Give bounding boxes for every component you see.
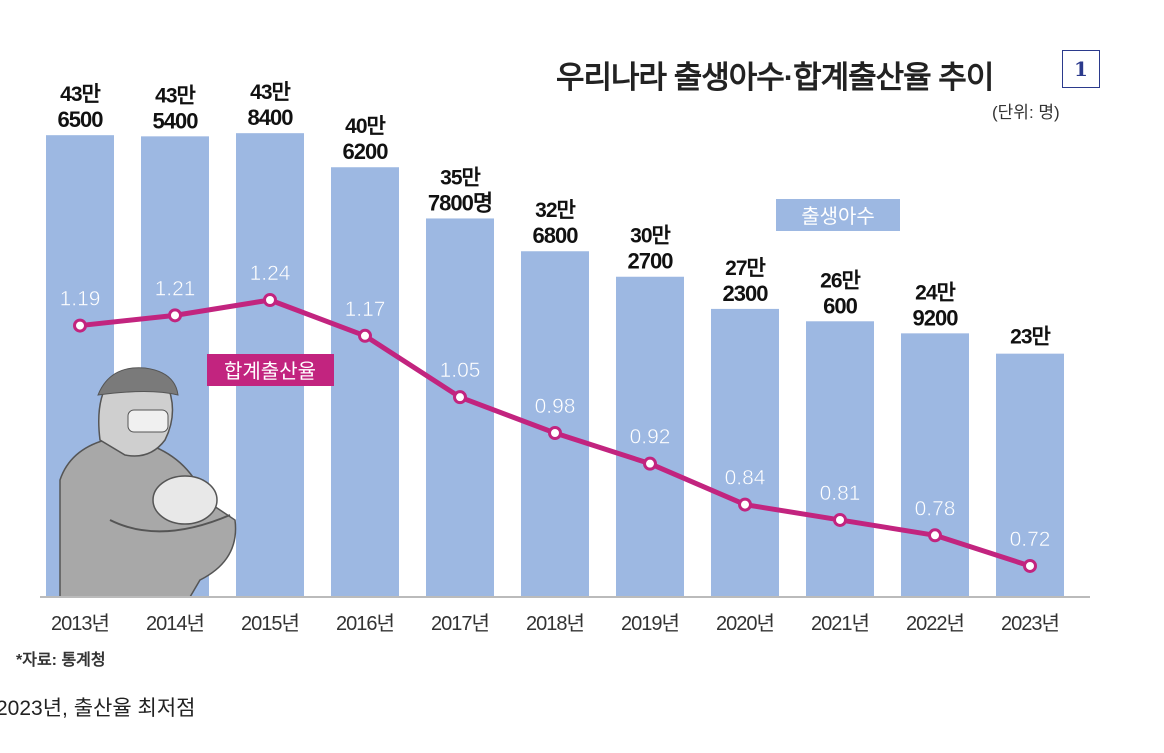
fertility-rate-point — [1023, 558, 1037, 573]
bar-value-label-bottom: 6500 — [58, 107, 104, 132]
annotation-badge[interactable]: 1 — [1062, 50, 1100, 88]
fertility-rate-point — [928, 528, 942, 543]
fertility-rate-label: 1.24 — [250, 262, 291, 285]
x-tick-label: 2022년 — [906, 612, 964, 635]
fertility-rate-label: 1.17 — [345, 298, 386, 321]
bar-value-label-bottom: 9200 — [913, 305, 959, 330]
bar-value-label-top: 40만 — [345, 115, 385, 138]
bar-2019년 — [616, 276, 684, 597]
fertility-rate-label: 0.78 — [915, 497, 956, 520]
bar-value-label-top: 32만 — [535, 199, 575, 222]
x-tick-label: 2023년 — [1001, 612, 1059, 635]
bar-value-label-bottom: 2300 — [723, 281, 769, 306]
legend-births-label: 출생아수 — [801, 205, 875, 228]
bar-2021년 — [806, 321, 874, 597]
chart-title: 우리나라 출생아수·합계출산율 추이 — [556, 60, 994, 95]
x-tick-label: 2015년 — [241, 612, 299, 635]
bar-value-label-top: 43만 — [250, 81, 290, 104]
x-tick-label: 2021년 — [811, 612, 869, 635]
legend-fertility-box — [207, 354, 334, 386]
fertility-rate-point — [73, 318, 87, 333]
bar-value-label-bottom: 2700 — [628, 249, 674, 274]
fertility-rate-label: 1.05 — [440, 359, 481, 382]
bar-2020년 — [711, 308, 779, 597]
fertility-rate-point — [168, 308, 182, 323]
x-tick-label: 2014년 — [146, 612, 204, 635]
caption: 2023년, 출산율 최저점 — [0, 697, 196, 720]
bar-value-label-top: 24만 — [915, 281, 955, 304]
bar-2022년 — [901, 333, 969, 597]
fertility-rate-point — [358, 328, 372, 343]
x-tick-label: 2018년 — [526, 612, 584, 635]
nurse-arm — [109, 514, 231, 533]
nurse-baby-illustration — [59, 367, 237, 598]
fertility-rate-point — [263, 293, 277, 307]
bar-value-label-bottom: 600 — [823, 293, 857, 318]
bar-value-label-top: 30만 — [630, 225, 670, 248]
fertility-rate-label: 0.84 — [725, 467, 766, 490]
x-tick-label: 2020년 — [716, 612, 774, 635]
bar-value-label-top: 43만 — [155, 84, 195, 107]
x-tick-label: 2019년 — [621, 612, 679, 635]
bar-value-label-top: 27만 — [725, 257, 765, 280]
fertility-rate-point — [643, 456, 657, 471]
fertility-rate-label: 1.21 — [155, 277, 196, 300]
baby — [152, 475, 218, 525]
bar-value-label-bottom: 5400 — [153, 108, 199, 133]
legend-births-box — [776, 199, 900, 231]
fertility-rate-point — [738, 497, 752, 512]
nurse-cap — [97, 367, 179, 396]
bar-value-label-bottom: 6200 — [343, 139, 389, 164]
fertility-rate-label: 0.81 — [820, 482, 861, 505]
fertility-rate-label: 0.72 — [1010, 528, 1051, 551]
x-tick-label: 2016년 — [336, 612, 394, 635]
bar-value-label-top: 35만 — [440, 166, 480, 189]
fertility-rate-point — [833, 512, 847, 527]
fertility-rate-label: 0.98 — [535, 395, 576, 418]
unit-label: (단위: 명) — [992, 103, 1060, 122]
fertility-rate-point — [453, 390, 467, 405]
bar-value-label-top: 26만 — [820, 269, 860, 292]
bar-value-label-bottom: 7800명 — [428, 190, 492, 215]
x-tick-label: 2013년 — [51, 612, 109, 635]
bar-value-label-bottom: 6800 — [533, 223, 579, 248]
fertility-rate-label: 0.92 — [630, 426, 671, 449]
x-tick-label: 2017년 — [431, 612, 489, 635]
nurse-body — [59, 439, 237, 598]
bar-value-label-bottom: 8400 — [248, 105, 294, 130]
bar-value-label-top: 43만 — [60, 83, 100, 106]
fertility-rate-label: 1.19 — [60, 288, 101, 311]
nurse-mask — [127, 409, 169, 433]
bar-value-label-top: 23만 — [1010, 326, 1050, 349]
fertility-rate-point — [548, 425, 562, 440]
bar-2016년 — [331, 167, 399, 597]
source-note: *자료: 통계청 — [16, 652, 106, 669]
legend-fertility-label: 합계출산율 — [224, 360, 316, 383]
